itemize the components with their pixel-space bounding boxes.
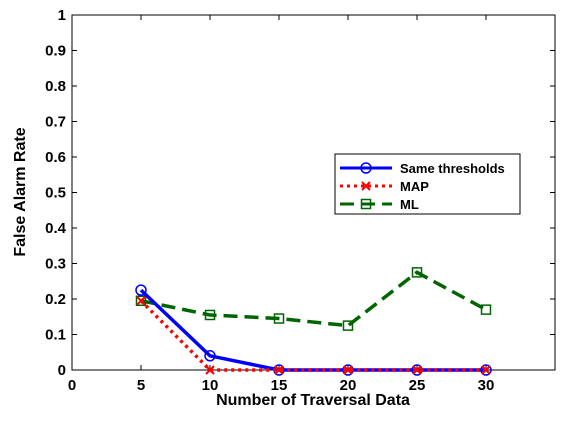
series-line: [140, 270, 487, 328]
x-tick-label: 20: [340, 377, 357, 394]
y-tick-label: 0.3: [45, 256, 66, 273]
data-point: [480, 364, 492, 376]
legend-items: Same thresholds MAP ML: [340, 161, 505, 212]
y-tick-label: 0.6: [45, 149, 66, 166]
series-line: [139, 299, 486, 372]
legend-item: MAP: [340, 179, 429, 194]
legend-marker: [360, 162, 372, 174]
data-point: [481, 365, 491, 375]
legend: Same thresholds MAP ML: [334, 153, 521, 215]
x-tick-labels: 0 5 10 15 20 25 30: [68, 377, 495, 394]
x-tick-label: 25: [409, 377, 426, 394]
legend-label: Same thresholds: [400, 161, 505, 176]
y-tick-label: 0.2: [45, 291, 66, 308]
legend-item: ML: [340, 197, 419, 212]
data-point: [343, 365, 353, 375]
series-ml: [135, 267, 492, 331]
legend-item: Same thresholds: [340, 161, 505, 176]
data-point: [274, 365, 284, 375]
y-tick-label: 0.1: [45, 327, 66, 344]
x-tick-label: 15: [271, 377, 288, 394]
data-point: [411, 267, 423, 278]
data-point: [136, 296, 146, 306]
legend-marker: [360, 198, 372, 210]
x-axis-title: Number of Traversal Data: [216, 392, 410, 409]
x-tick-label: 10: [202, 377, 219, 394]
y-tick-label: 0.9: [45, 43, 66, 60]
y-tick-label: 0.5: [45, 185, 66, 202]
series-layer: [135, 267, 492, 376]
y-tick-label: 0.8: [45, 78, 66, 95]
y-tick-labels: 0 0.1 0.2 0.3 0.4 0.5 0.6 0.7 0.8 0.9 1: [45, 7, 67, 379]
data-point: [480, 304, 492, 315]
data-point: [412, 365, 422, 375]
y-tick-label: 0.7: [45, 114, 66, 131]
legend-label: MAP: [400, 179, 429, 194]
data-point: [135, 284, 147, 296]
legend-marker: [361, 181, 371, 191]
x-tick-label: 0: [68, 377, 76, 394]
x-tick-label: 30: [478, 377, 495, 394]
y-axis-title: False Alarm Rate: [12, 127, 29, 256]
y-tick-label: 1: [58, 7, 66, 24]
legend-label: ML: [400, 197, 419, 212]
data-point: [204, 309, 216, 321]
y-tick-label: 0: [58, 362, 66, 379]
data-point: [204, 350, 216, 362]
series-map: [136, 296, 491, 375]
x-tick-label: 5: [137, 377, 145, 394]
data-point: [135, 295, 147, 307]
data-point: [342, 320, 354, 331]
data-point: [273, 313, 285, 324]
y-tick-label: 0.4: [45, 220, 67, 237]
data-point: [205, 365, 215, 375]
